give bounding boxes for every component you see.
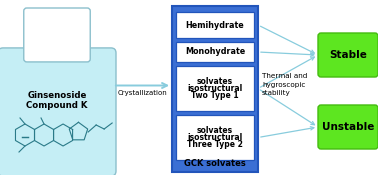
Text: Unstable: Unstable (322, 122, 374, 132)
Text: solvates: solvates (197, 126, 233, 135)
FancyArrowPatch shape (260, 57, 314, 87)
FancyBboxPatch shape (24, 8, 90, 62)
FancyBboxPatch shape (176, 12, 254, 38)
FancyArrowPatch shape (260, 90, 314, 125)
FancyBboxPatch shape (176, 42, 254, 62)
Text: Stable: Stable (329, 50, 367, 60)
Text: Two Type 1: Two Type 1 (191, 91, 239, 100)
Text: Hemihydrate: Hemihydrate (186, 20, 244, 30)
FancyBboxPatch shape (176, 66, 254, 111)
FancyBboxPatch shape (318, 33, 378, 77)
Text: Monohydrate: Monohydrate (185, 47, 245, 57)
Text: Three Type 2: Three Type 2 (187, 140, 243, 149)
Text: isostructural: isostructural (187, 133, 243, 142)
Text: Ginsenoside: Ginsenoside (27, 92, 87, 100)
FancyArrowPatch shape (261, 52, 314, 56)
FancyArrowPatch shape (260, 26, 314, 53)
Text: Thermal and
hygroscopic
stability: Thermal and hygroscopic stability (262, 74, 307, 96)
Text: Crystallization: Crystallization (118, 89, 167, 96)
Text: isostructural: isostructural (187, 84, 243, 93)
Text: GCK solvates: GCK solvates (184, 159, 246, 167)
FancyBboxPatch shape (318, 105, 378, 149)
FancyBboxPatch shape (176, 115, 254, 160)
FancyArrowPatch shape (116, 83, 167, 88)
FancyArrowPatch shape (261, 127, 314, 137)
Text: solvates: solvates (197, 77, 233, 86)
FancyBboxPatch shape (172, 6, 258, 172)
FancyBboxPatch shape (0, 48, 116, 175)
Text: Compound K: Compound K (26, 102, 88, 110)
